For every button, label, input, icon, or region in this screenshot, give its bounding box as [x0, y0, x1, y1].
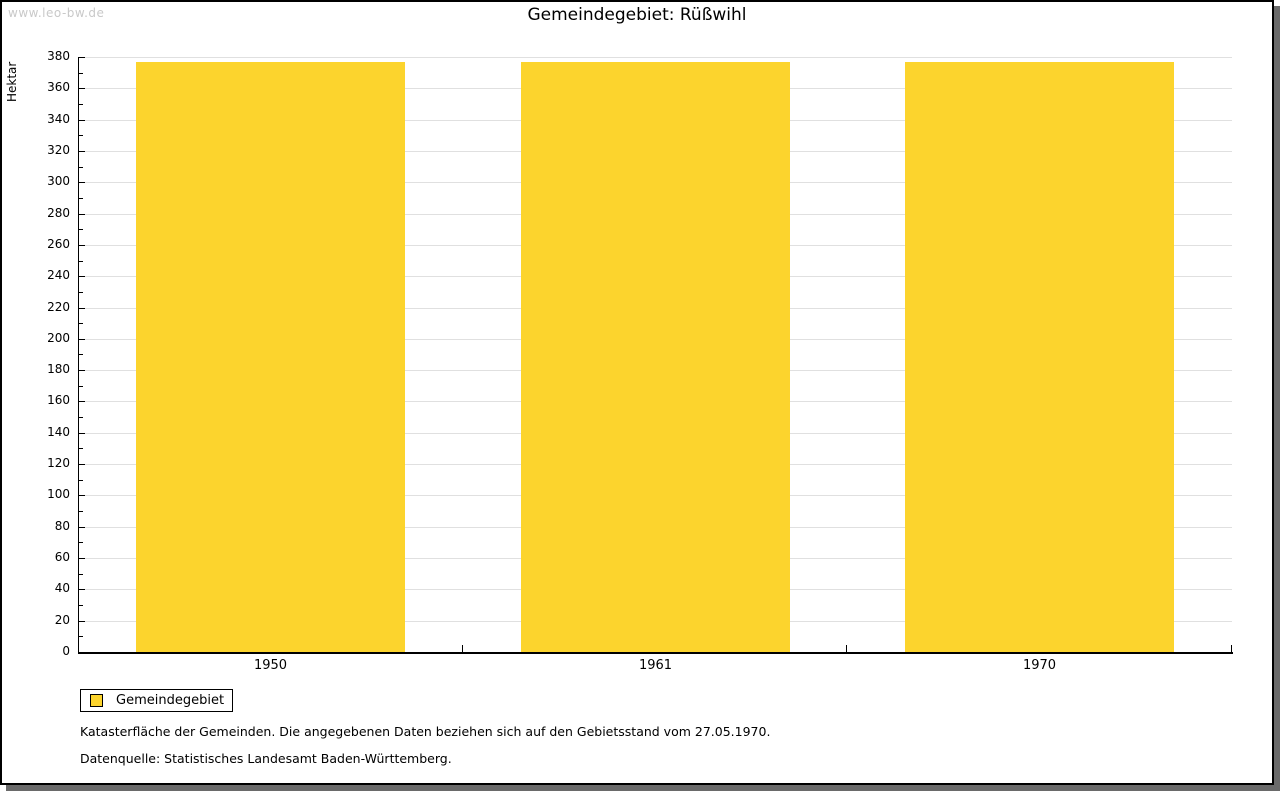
- y-major-tick: [79, 558, 85, 559]
- legend-item-label: Gemeindegebiet: [116, 693, 225, 708]
- y-minor-tick: [79, 135, 83, 136]
- y-major-tick: [79, 370, 85, 371]
- y-major-tick: [79, 120, 85, 121]
- y-tick-label: 360: [47, 80, 70, 94]
- y-tick-label: 220: [47, 300, 70, 314]
- y-tick-label: 180: [47, 362, 70, 376]
- x-tick-label: 1970: [1022, 658, 1057, 673]
- y-tick-label: 320: [47, 143, 70, 157]
- y-major-tick: [79, 621, 85, 622]
- y-major-tick: [79, 495, 85, 496]
- y-tick-label: 200: [47, 331, 70, 345]
- y-minor-tick: [79, 574, 83, 575]
- y-major-tick: [79, 527, 85, 528]
- y-minor-tick: [79, 542, 83, 543]
- y-minor-tick: [79, 167, 83, 168]
- y-major-tick: [79, 151, 85, 152]
- y-tick-label: 140: [47, 425, 70, 439]
- y-minor-tick: [79, 323, 83, 324]
- y-minor-tick: [79, 354, 83, 355]
- y-minor-tick: [79, 448, 83, 449]
- y-major-tick: [79, 433, 85, 434]
- y-tick-label: 100: [47, 487, 70, 501]
- y-minor-tick: [79, 292, 83, 293]
- x-boundary-tick: [462, 645, 463, 652]
- plot-area: [78, 57, 1232, 652]
- x-tick-label: 1950: [253, 658, 288, 673]
- bar-1950: [136, 62, 405, 652]
- y-minor-tick: [79, 636, 83, 637]
- y-gridline: [79, 57, 1232, 58]
- bar-1961: [521, 62, 790, 652]
- square-swatch-icon: [90, 694, 103, 707]
- y-tick-label: 60: [54, 550, 70, 564]
- footnote-line: Katasterfläche der Gemeinden. Die angege…: [80, 724, 771, 739]
- x-axis-line: [78, 652, 1233, 654]
- y-minor-tick: [79, 417, 83, 418]
- y-major-tick: [79, 276, 85, 277]
- y-major-tick: [79, 214, 85, 215]
- y-major-tick: [79, 401, 85, 402]
- x-boundary-tick: [846, 645, 847, 652]
- y-tick-label: 300: [47, 174, 70, 188]
- chart-title: Gemeindegebiet: Rüßwihl: [527, 5, 747, 25]
- y-tick-label: 20: [54, 613, 70, 627]
- y-axis-line: [78, 57, 79, 652]
- y-minor-tick: [79, 605, 83, 606]
- y-tick-label: 80: [54, 519, 70, 533]
- footnote-line: Datenquelle: Statistisches Landesamt Bad…: [80, 751, 452, 766]
- y-major-tick: [79, 88, 85, 89]
- y-major-tick: [79, 57, 85, 58]
- legend-box: Gemeindegebiet: [80, 689, 233, 712]
- y-minor-tick: [79, 104, 83, 105]
- y-major-tick: [79, 339, 85, 340]
- y-major-tick: [79, 464, 85, 465]
- y-major-tick: [79, 589, 85, 590]
- x-tick-label: 1961: [638, 658, 673, 673]
- y-minor-tick: [79, 261, 83, 262]
- y-tick-label: 240: [47, 268, 70, 282]
- y-minor-tick: [79, 511, 83, 512]
- y-tick-label: 260: [47, 237, 70, 251]
- y-major-tick: [79, 182, 85, 183]
- y-minor-tick: [79, 480, 83, 481]
- y-minor-tick: [79, 229, 83, 230]
- bar-1970: [905, 62, 1174, 652]
- y-minor-tick: [79, 73, 83, 74]
- y-major-tick: [79, 245, 85, 246]
- y-tick-label: 280: [47, 206, 70, 220]
- x-boundary-tick: [1231, 645, 1232, 652]
- y-tick-label: 40: [54, 581, 70, 595]
- y-major-tick: [79, 308, 85, 309]
- y-minor-tick: [79, 198, 83, 199]
- y-minor-tick: [79, 386, 83, 387]
- y-tick-label: 380: [47, 49, 70, 63]
- watermark-text: www.leo-bw.de: [8, 6, 105, 20]
- y-tick-label: 120: [47, 456, 70, 470]
- y-tick-label: 0: [62, 644, 70, 658]
- y-tick-label: 340: [47, 112, 70, 126]
- y-tick-label: 160: [47, 393, 70, 407]
